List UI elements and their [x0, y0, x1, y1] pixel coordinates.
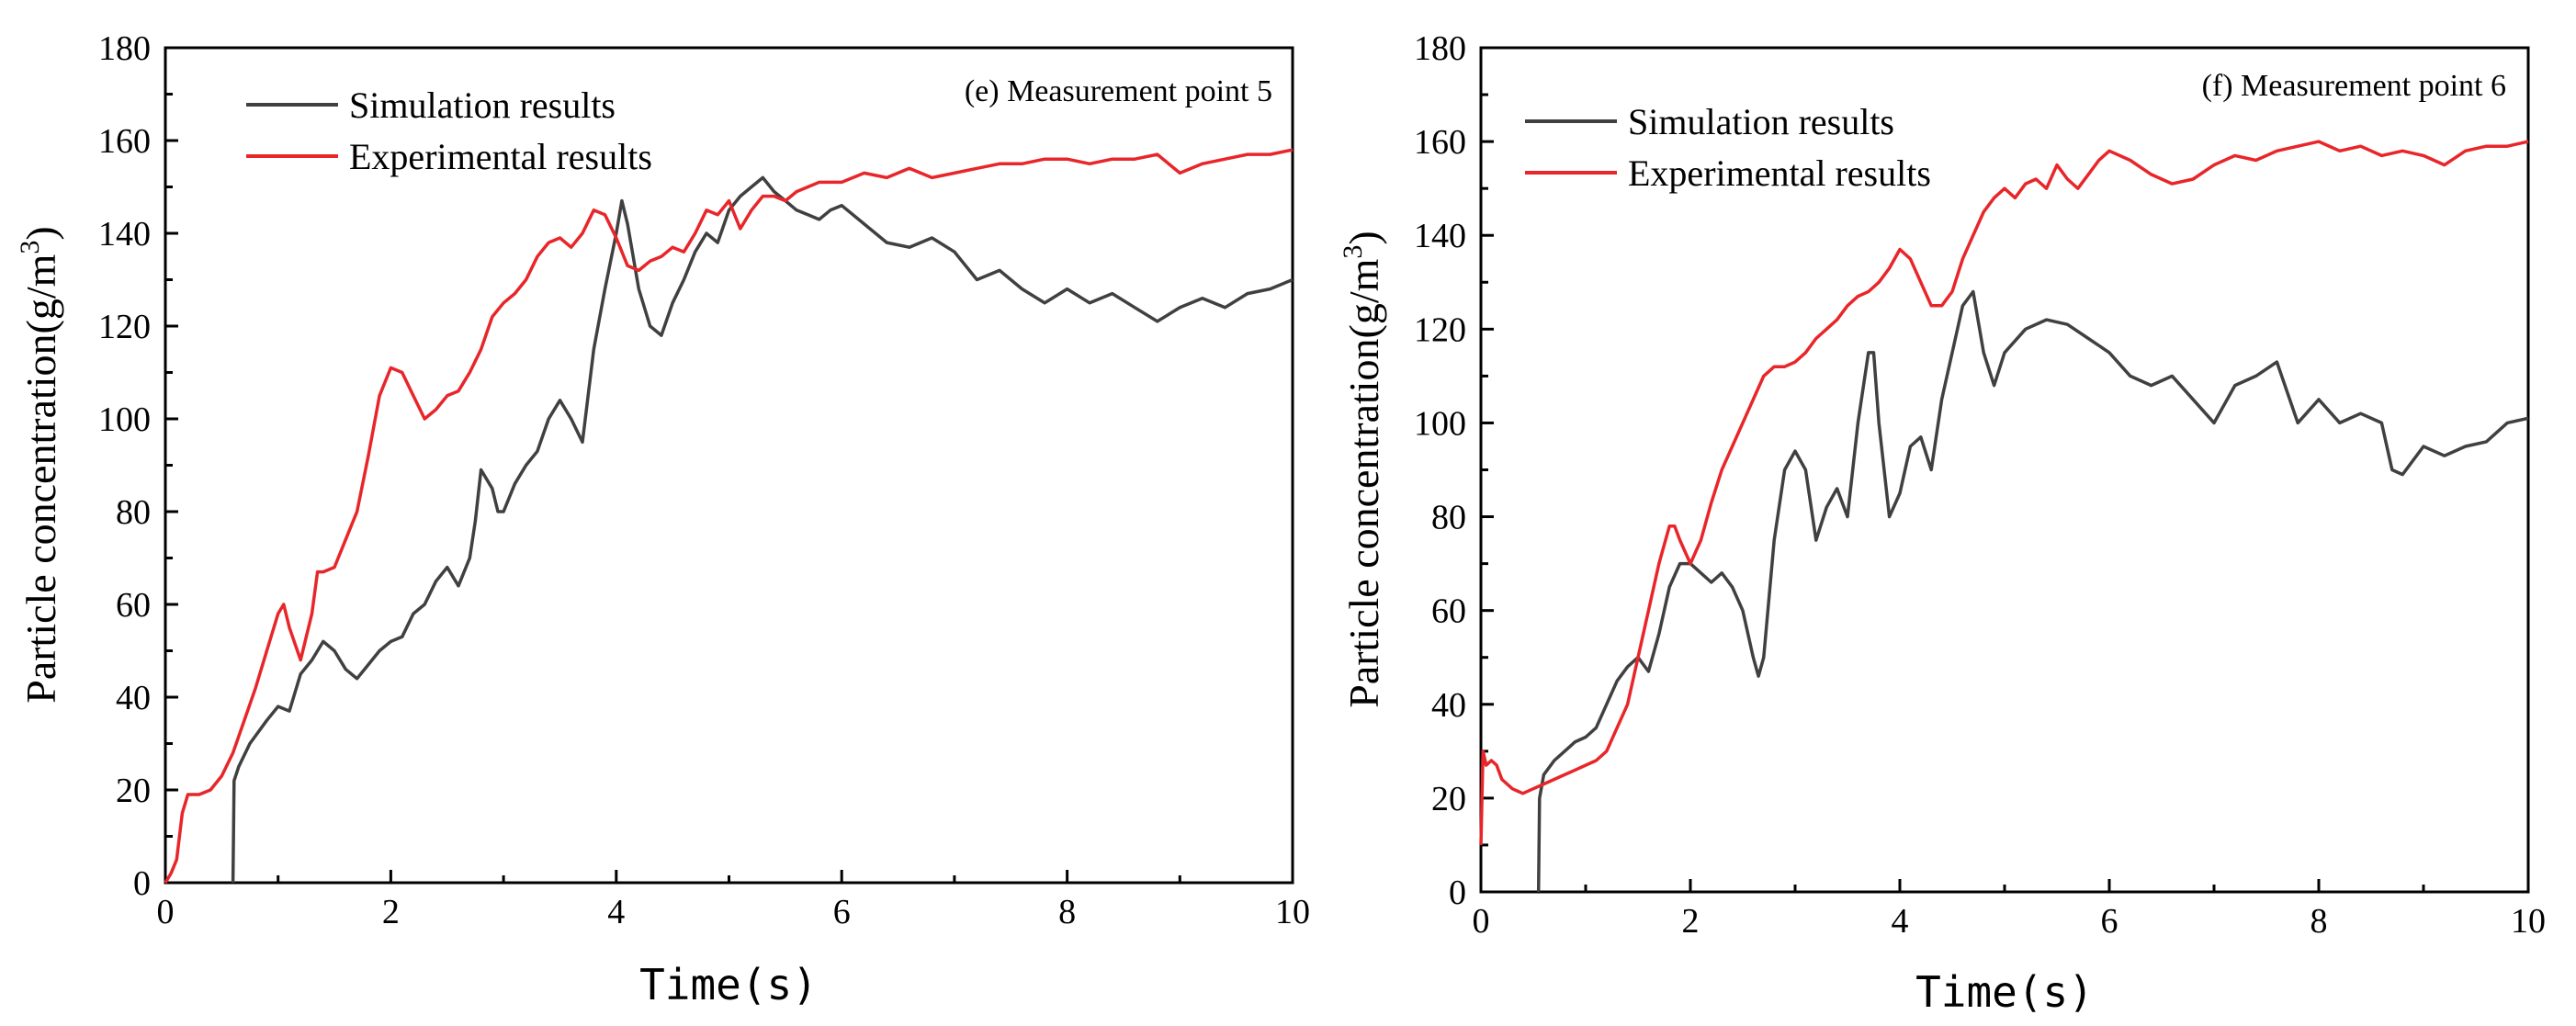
y-tick-label: 80: [116, 493, 151, 532]
x-tick-label: 10: [2511, 902, 2546, 941]
y-tick-label: 40: [1431, 686, 1466, 725]
y-tick-label: 100: [98, 400, 151, 439]
x-axis-title: Time(s): [1915, 967, 2094, 1017]
y-tick-label: 160: [1414, 123, 1466, 162]
x-tick-label: 4: [607, 893, 625, 931]
y-tick-label: 20: [1431, 780, 1466, 818]
y-tick-label: 20: [116, 772, 151, 810]
y-tick-label: 40: [116, 679, 151, 717]
y-tick-label: 60: [116, 586, 151, 625]
legend-label-experimental: Experimental results: [1628, 152, 1931, 194]
x-tick-label: 6: [2101, 902, 2118, 941]
y-tick-label: 140: [98, 215, 151, 254]
y-tick-label: 160: [98, 122, 151, 161]
x-axis-title: Time(s): [639, 960, 818, 1009]
legend-label-simulation: Simulation results: [349, 85, 616, 126]
series-simulation-line: [231, 175, 1294, 884]
panel-title: (f) Measurement point 6: [2202, 69, 2506, 103]
legend: Simulation results Experimental results: [246, 85, 652, 177]
y-tick-label: 60: [1431, 592, 1466, 631]
series-lines: [164, 148, 1294, 884]
x-tick-label: 0: [1473, 902, 1490, 941]
legend-label-simulation: Simulation results: [1628, 101, 1894, 142]
y-tick-label: 0: [133, 864, 151, 903]
y-tick-label: 120: [1414, 310, 1466, 349]
series-lines: [1479, 140, 2529, 893]
x-tick-label: 2: [382, 893, 400, 931]
x-tick-label: 4: [1892, 902, 1909, 941]
plot-frame: [164, 46, 1294, 885]
y-tick-label: 100: [1414, 404, 1466, 443]
y-tick-label: 180: [1414, 29, 1466, 68]
y-tick-label: 180: [98, 29, 151, 68]
legend: Simulation results Experimental results: [1525, 101, 1931, 194]
series-simulation-line: [1536, 289, 2529, 893]
x-tick-label: 2: [1682, 902, 1700, 941]
series-experimental-line: [164, 148, 1294, 884]
x-tick-label: 6: [833, 893, 851, 931]
x-tick-label: 8: [2310, 902, 2328, 941]
y-tick-label: 120: [98, 308, 151, 346]
y-tick-label: 80: [1431, 499, 1466, 537]
y-tick-label: 140: [1414, 217, 1466, 255]
y-tick-label: 0: [1449, 874, 1466, 912]
x-tick-label: 0: [157, 893, 175, 931]
x-tick-label: 8: [1058, 893, 1076, 931]
y-axis-title: Particle concentration(g/m3): [15, 226, 64, 704]
x-tick-label: 10: [1275, 893, 1310, 931]
legend-label-experimental: Experimental results: [349, 136, 652, 177]
y-axis-title: Particle concentration(g/m3): [1338, 231, 1387, 708]
series-experimental-line: [1479, 140, 2529, 845]
panel-title: (e) Measurement point 5: [965, 74, 1272, 108]
